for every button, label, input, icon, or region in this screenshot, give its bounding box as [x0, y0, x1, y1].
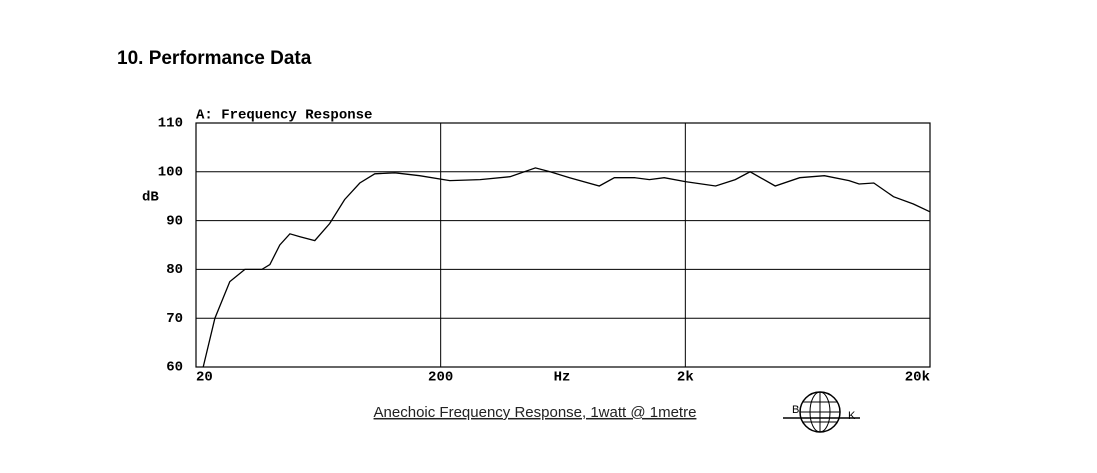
y-tick-label: 100 — [158, 165, 183, 181]
x-tick-label: 20 — [196, 370, 213, 386]
y-axis-label: dB — [142, 190, 159, 206]
y-tick-label: 90 — [166, 213, 183, 229]
y-tick-label: 70 — [166, 311, 183, 327]
response-line — [202, 167, 931, 368]
heading: 10. Performance Data — [117, 48, 312, 69]
x-tick-label: 2k — [677, 370, 694, 386]
x-tick-label: 20k — [905, 370, 930, 386]
x-tick-label: 200 — [428, 370, 453, 386]
logo-letter: K — [848, 410, 856, 422]
logo-letter: B — [792, 404, 799, 416]
y-tick-label: 110 — [158, 116, 183, 132]
logo — [783, 391, 860, 433]
plot-frame — [195, 122, 931, 368]
x-axis-label: Hz — [554, 370, 571, 386]
y-tick-label: 80 — [166, 262, 183, 278]
chart-title: A: Frequency Response — [196, 108, 372, 124]
y-tick-label: 60 — [166, 360, 183, 376]
caption: Anechoic Frequency Response, 1watt @ 1me… — [374, 404, 697, 421]
